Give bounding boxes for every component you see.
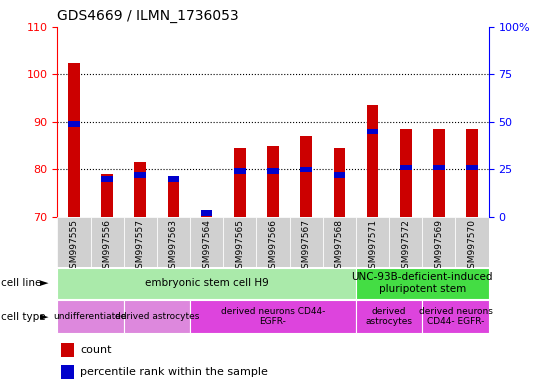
- Text: GSM997557: GSM997557: [136, 220, 145, 275]
- Bar: [356, 217, 389, 267]
- Bar: [157, 217, 190, 267]
- Bar: [334, 172, 345, 178]
- Bar: [300, 136, 312, 217]
- Bar: [356, 268, 489, 299]
- Text: count: count: [80, 345, 112, 355]
- Text: GSM997567: GSM997567: [302, 220, 311, 275]
- Bar: [267, 169, 279, 174]
- Text: GSM997564: GSM997564: [202, 220, 211, 274]
- Bar: [168, 177, 179, 217]
- Bar: [190, 217, 223, 267]
- Text: GDS4669 / ILMN_1736053: GDS4669 / ILMN_1736053: [57, 9, 239, 23]
- Bar: [68, 63, 80, 217]
- Bar: [334, 148, 345, 217]
- Text: ►: ►: [40, 278, 49, 288]
- Bar: [455, 217, 489, 267]
- Bar: [57, 217, 91, 267]
- Bar: [102, 174, 113, 217]
- Bar: [57, 268, 356, 299]
- Text: GSM997570: GSM997570: [467, 220, 477, 275]
- Bar: [367, 105, 378, 217]
- Bar: [300, 167, 312, 172]
- Bar: [323, 217, 356, 267]
- Bar: [466, 165, 478, 170]
- Bar: [367, 129, 378, 134]
- Text: embryonic stem cell H9: embryonic stem cell H9: [145, 278, 269, 288]
- Bar: [124, 300, 190, 333]
- Text: UNC-93B-deficient-induced
pluripotent stem: UNC-93B-deficient-induced pluripotent st…: [352, 272, 493, 294]
- Bar: [356, 300, 422, 333]
- Text: derived neurons
CD44- EGFR-: derived neurons CD44- EGFR-: [419, 307, 492, 326]
- Text: GSM997572: GSM997572: [401, 220, 410, 274]
- Bar: [61, 343, 74, 357]
- Text: GSM997571: GSM997571: [368, 220, 377, 275]
- Bar: [257, 217, 289, 267]
- Bar: [234, 169, 246, 174]
- Text: percentile rank within the sample: percentile rank within the sample: [80, 367, 268, 377]
- Bar: [102, 176, 113, 182]
- Text: GSM997568: GSM997568: [335, 220, 344, 275]
- Bar: [68, 121, 80, 127]
- Bar: [289, 217, 323, 267]
- Bar: [201, 210, 212, 216]
- Bar: [466, 129, 478, 217]
- Bar: [389, 217, 422, 267]
- Bar: [168, 176, 179, 182]
- Bar: [267, 146, 279, 217]
- Text: GSM997555: GSM997555: [69, 220, 79, 275]
- Text: GSM997556: GSM997556: [103, 220, 111, 275]
- Text: GSM997569: GSM997569: [435, 220, 443, 275]
- Text: ►: ►: [40, 312, 49, 322]
- Bar: [433, 165, 444, 170]
- Bar: [61, 365, 74, 379]
- Bar: [223, 217, 257, 267]
- Text: derived
astrocytes: derived astrocytes: [366, 307, 413, 326]
- Bar: [190, 300, 356, 333]
- Bar: [400, 165, 412, 170]
- Text: GSM997565: GSM997565: [235, 220, 244, 275]
- Bar: [57, 300, 124, 333]
- Text: derived neurons CD44-
EGFR-: derived neurons CD44- EGFR-: [221, 307, 325, 326]
- Bar: [433, 129, 444, 217]
- Text: cell line: cell line: [1, 278, 41, 288]
- Bar: [201, 215, 212, 217]
- Text: GSM997566: GSM997566: [269, 220, 277, 275]
- Text: GSM997563: GSM997563: [169, 220, 178, 275]
- Text: undifferentiated: undifferentiated: [54, 312, 127, 321]
- Text: cell type: cell type: [1, 312, 45, 322]
- Bar: [134, 172, 146, 178]
- Bar: [134, 162, 146, 217]
- Bar: [422, 217, 455, 267]
- Bar: [422, 300, 489, 333]
- Bar: [124, 217, 157, 267]
- Bar: [91, 217, 124, 267]
- Bar: [234, 148, 246, 217]
- Text: derived astrocytes: derived astrocytes: [115, 312, 199, 321]
- Bar: [400, 129, 412, 217]
